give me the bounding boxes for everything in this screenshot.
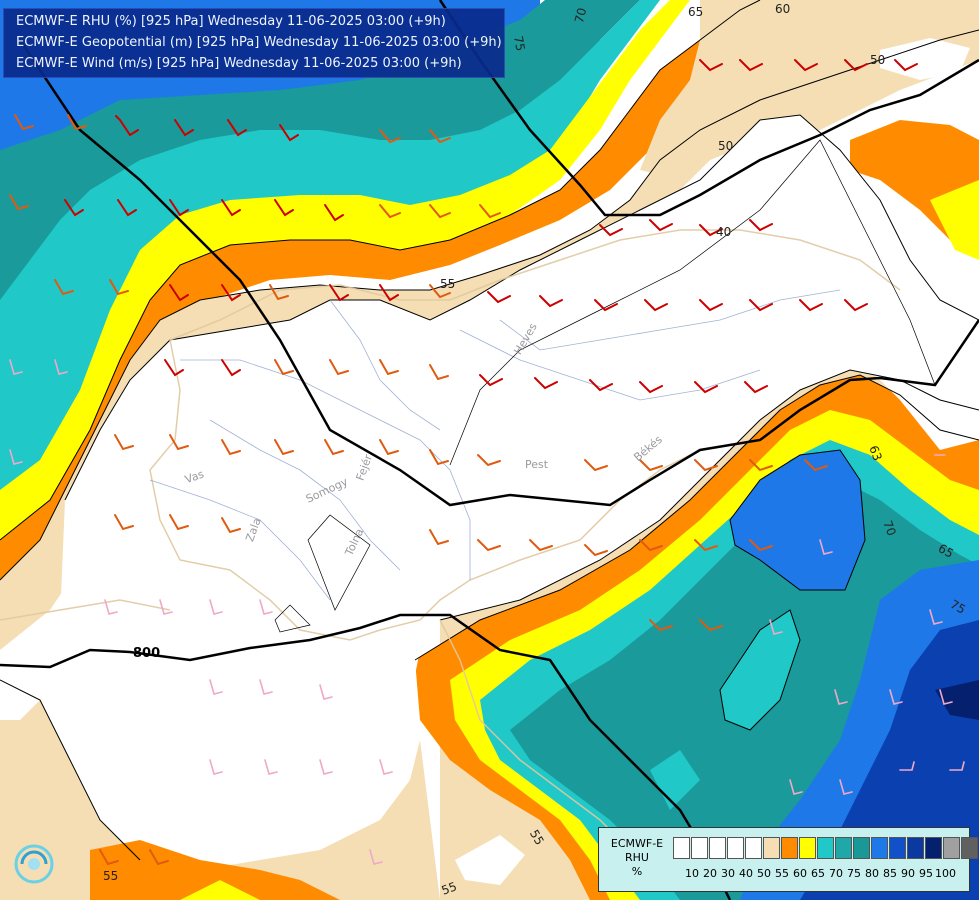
legend-swatch [691, 837, 708, 859]
legend-tick: 70 [829, 867, 843, 880]
legend-tick: 30 [721, 867, 735, 880]
legend-variable: RHU [625, 851, 649, 864]
contour-label-60: 60 [775, 2, 790, 16]
rhu-band-tan-ne [640, 0, 979, 180]
place-label-pest: Pest [525, 458, 549, 471]
legend-tick: 40 [739, 867, 753, 880]
contour-label-50a: 50 [870, 53, 885, 67]
rhu-band-yellow-s [180, 880, 260, 900]
contour-label-65b: 65 [936, 541, 956, 561]
legend-swatch [799, 837, 816, 859]
legend-source: ECMWF-E [610, 837, 664, 850]
rhu-legend: ECMWF-E RHU % 10 20 30 40 50 55 60 65 70 75 80 85 90… [598, 827, 978, 892]
legend-tick: 55 [775, 867, 789, 880]
legend-ticks: 10 20 30 40 50 55 60 65 70 75 80 85 90 95 100 [683, 867, 956, 880]
legend-swatch [781, 837, 798, 859]
legend-swatch [925, 837, 942, 859]
geopotential-line-b [0, 613, 732, 900]
logo-icon [12, 842, 56, 886]
rhu-band-white-core [60, 115, 979, 850]
contour-label-55b: 55 [527, 827, 547, 847]
legend-swatch [835, 837, 852, 859]
geopotential-label-800: 800 [133, 646, 160, 661]
legend-swatch [745, 837, 762, 859]
contour-label-63: 63 [866, 444, 884, 463]
rhu-band-white-ne [880, 38, 970, 80]
rhu-band-orange-nw [0, 0, 830, 610]
legend-swatch [673, 837, 690, 859]
contour-label-75: 75 [511, 35, 527, 52]
contour-label-75b: 75 [948, 597, 968, 617]
legend-swatch [817, 837, 834, 859]
rhu-band-white-w [0, 670, 40, 720]
title-geopotential: ECMWF-E Geopotential (m) [925 hPa] Wedne… [16, 35, 502, 50]
legend-tick: 65 [811, 867, 825, 880]
legend-tick: 10 [685, 867, 699, 880]
contour-label-70: 70 [572, 6, 589, 24]
rhu-band-white-s [455, 835, 525, 885]
contour-label-55a: 55 [440, 277, 455, 291]
legend-tick: 80 [865, 867, 879, 880]
rhu-band-yellow-ne [930, 180, 979, 260]
contour-label-70b: 70 [880, 519, 898, 538]
geopotential-line-c [438, 0, 979, 217]
title-wind: ECMWF-E Wind (m/s) [925 hPa] Wednesday 1… [16, 56, 462, 71]
rhu-band-blue-se [730, 450, 865, 590]
place-label-vas: Vas [183, 467, 206, 486]
contour-label-55d: 55 [103, 869, 118, 883]
legend-swatch [727, 837, 744, 859]
legend-swatch [907, 837, 924, 859]
contour-label-50b: 50 [718, 139, 733, 153]
rhu-band-tan-sw [0, 680, 440, 900]
legend-tick: 85 [883, 867, 897, 880]
title-rhu: ECMWF-E RHU (%) [925 hPa] Wednesday 11-0… [16, 14, 446, 29]
legend-tick: 60 [793, 867, 807, 880]
legend-swatch [889, 837, 906, 859]
legend-swatch [853, 837, 870, 859]
legend-tick: 95 [919, 867, 933, 880]
rhu-band-cyan-nw [0, 0, 660, 570]
legend-unit: % [631, 865, 643, 878]
legend-swatch [871, 837, 888, 859]
legend-swatch [763, 837, 780, 859]
legend-title: ECMWF-E RHU % [607, 837, 667, 879]
map-title-box: ECMWF-E RHU (%) [925 hPa] Wednesday 11-0… [3, 8, 505, 78]
legend-tick: 75 [847, 867, 861, 880]
rhu-band-yellow-nw [0, 0, 690, 590]
legend-swatch [943, 837, 960, 859]
contour-label-55c: 55 [440, 879, 459, 897]
geopotential-line-a [18, 39, 979, 507]
rhu-band-navy-se [935, 680, 979, 720]
legend-tick: 50 [757, 867, 771, 880]
wind-barbs [9, 59, 965, 866]
legend-tick: 20 [703, 867, 717, 880]
rhu-band-cyan-pocket2 [650, 750, 700, 810]
contour-label-65a: 65 [688, 5, 703, 19]
legend-swatch [709, 837, 726, 859]
legend-tick: 90 [901, 867, 915, 880]
legend-swatches [673, 837, 979, 859]
contour-label-40: 40 [716, 225, 731, 239]
legend-tick: 100 [935, 867, 956, 880]
legend-swatch [961, 837, 978, 859]
